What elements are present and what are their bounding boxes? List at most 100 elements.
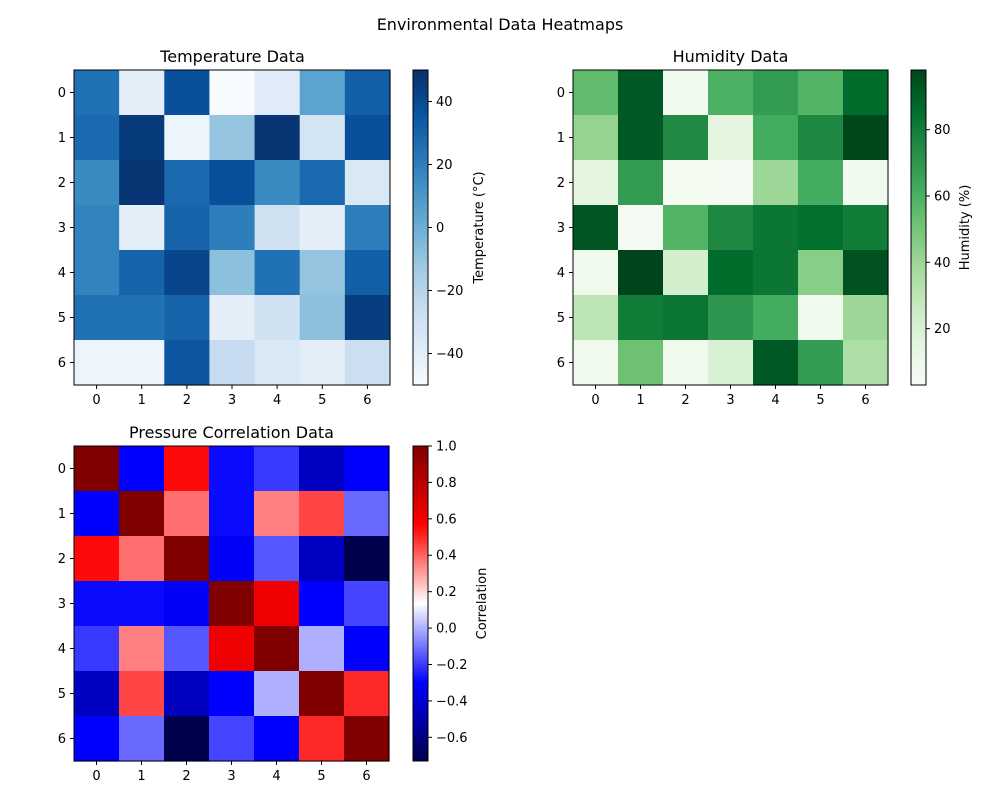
correlation-y-tick-label: 0 — [58, 462, 66, 477]
correlation-cell-r5-c4 — [254, 671, 300, 717]
correlation-cell-r4-c5 — [299, 626, 345, 672]
correlation-cell-r4-c2 — [164, 626, 210, 672]
humidity-cell-r0-c6 — [843, 70, 889, 116]
correlation-cell-r5-c1 — [119, 671, 165, 717]
correlation-cell-r5-c0 — [74, 671, 120, 717]
humidity-cell-r5-c5 — [798, 295, 844, 341]
correlation-cell-r0-c5 — [299, 446, 345, 492]
temperature-cell-r5-c3 — [209, 295, 256, 341]
correlation-cell-r5-c5 — [299, 671, 345, 717]
temperature-y-tick-label: 6 — [58, 356, 66, 371]
temperature-cell-r5-c5 — [299, 295, 346, 341]
humidity-cell-r4-c3 — [708, 250, 754, 296]
temperature-colorbar-tick-label: 20 — [436, 158, 453, 173]
correlation-cell-r5-c6 — [344, 671, 390, 717]
temperature-cell-r0-c5 — [299, 70, 346, 116]
humidity-cell-r5-c4 — [753, 295, 799, 341]
temperature-cell-r5-c1 — [119, 295, 165, 341]
humidity-x-tick-label: 5 — [816, 393, 824, 408]
temperature-cell-r6-c2 — [164, 340, 211, 386]
humidity-cell-r0-c1 — [618, 70, 664, 116]
humidity-heatmap-panel: Humidity Data 0 1 2 3 4 5 6 0 1 2 3 4 5 6 20 40 60 80 H… — [557, 47, 973, 408]
humidity-x-tick-label: 0 — [591, 393, 599, 408]
humidity-x-tick-label: 4 — [771, 393, 779, 408]
humidity-colorbar-tick-label: 40 — [934, 256, 951, 271]
correlation-y-tick-label: 5 — [58, 687, 66, 702]
humidity-heatmap-x-axis: 0 1 2 3 4 5 6 — [591, 385, 870, 408]
correlation-x-tick-label: 2 — [182, 769, 190, 784]
humidity-colorbar-gradient — [910, 69, 927, 386]
correlation-colorbar-label: Correlation — [475, 568, 490, 640]
temperature-cell-r5-c6 — [344, 295, 391, 341]
humidity-x-tick-label: 1 — [636, 393, 644, 408]
temperature-cell-r3-c0 — [74, 205, 120, 251]
correlation-cell-r2-c5 — [299, 536, 345, 582]
correlation-cell-r6-c1 — [119, 716, 165, 762]
correlation-colorbar-tick-label: 0.8 — [436, 476, 457, 491]
temperature-y-tick-label: 5 — [58, 311, 66, 326]
humidity-cell-r0-c3 — [708, 70, 754, 116]
temperature-colorbar-tick-label: −20 — [436, 284, 463, 299]
correlation-cell-r1-c2 — [164, 491, 210, 537]
correlation-cell-r1-c1 — [119, 491, 165, 537]
humidity-cell-r3-c5 — [798, 205, 844, 251]
humidity-colorbar-label: Humidity (%) — [958, 185, 973, 271]
temperature-cell-r2-c0 — [74, 160, 120, 206]
temperature-cell-r4-c0 — [74, 250, 120, 296]
temperature-cell-r1-c1 — [119, 115, 165, 161]
humidity-cell-r6-c0 — [573, 340, 619, 386]
correlation-y-tick-label: 3 — [58, 597, 66, 612]
humidity-cell-r2-c3 — [708, 160, 754, 206]
temperature-x-tick-label: 5 — [318, 393, 326, 408]
humidity-cell-r4-c1 — [618, 250, 664, 296]
temperature-cell-r3-c1 — [119, 205, 165, 251]
temperature-cell-r1-c5 — [299, 115, 346, 161]
correlation-cell-r5-c2 — [164, 671, 210, 717]
temperature-cell-r5-c4 — [254, 295, 301, 341]
temperature-x-tick-label: 2 — [183, 393, 191, 408]
correlation-cell-r0-c3 — [209, 446, 255, 492]
temperature-cell-r1-c3 — [209, 115, 256, 161]
temperature-cell-r3-c6 — [344, 205, 391, 251]
temperature-heatmap-y-axis: 0 1 2 3 4 5 6 — [58, 86, 74, 371]
humidity-cell-r5-c6 — [843, 295, 889, 341]
humidity-cell-r6-c5 — [798, 340, 844, 386]
temperature-cell-r0-c1 — [119, 70, 165, 116]
humidity-cell-r6-c3 — [708, 340, 754, 386]
temperature-cell-r2-c5 — [299, 160, 346, 206]
figure-title: Environmental Data Heatmaps — [377, 15, 624, 34]
correlation-cell-r0-c2 — [164, 446, 210, 492]
correlation-colorbar-tick-label: 0.0 — [436, 622, 457, 637]
correlation-cell-r3-c6 — [344, 581, 390, 627]
temperature-x-tick-label: 4 — [273, 393, 281, 408]
temperature-colorbar: −40 −20 0 20 40 — [412, 69, 463, 386]
humidity-cell-r4-c2 — [663, 250, 709, 296]
temperature-cell-r2-c6 — [344, 160, 391, 206]
humidity-y-tick-label: 0 — [557, 86, 565, 101]
humidity-colorbar-tick-label: 80 — [934, 123, 951, 138]
humidity-cell-r4-c5 — [798, 250, 844, 296]
pressure-correlation-heatmap-y-axis: 0 1 2 3 4 5 6 — [58, 462, 74, 747]
humidity-cell-r3-c6 — [843, 205, 889, 251]
correlation-cell-r6-c3 — [209, 716, 255, 762]
temperature-cell-r0-c6 — [344, 70, 391, 116]
correlation-cell-r5-c3 — [209, 671, 255, 717]
temperature-cell-r2-c3 — [209, 160, 256, 206]
correlation-cell-r3-c0 — [74, 581, 120, 627]
temperature-cell-r3-c2 — [164, 205, 211, 251]
humidity-y-tick-label: 4 — [557, 266, 565, 281]
correlation-cell-r3-c1 — [119, 581, 165, 627]
pressure-correlation-heatmap-panel: Pressure Correlation Data 0 1 2 3 4 5 6 0 1 2 3 4 5… — [58, 423, 490, 784]
humidity-y-tick-label: 1 — [557, 131, 565, 146]
correlation-x-tick-label: 0 — [92, 769, 100, 784]
temperature-cell-r4-c6 — [344, 250, 391, 296]
temperature-cell-r5-c2 — [164, 295, 211, 341]
temperature-colorbar-tick-label: 40 — [436, 95, 453, 110]
temperature-cell-r6-c4 — [254, 340, 301, 386]
correlation-colorbar-tick-label: 1.0 — [436, 440, 457, 455]
correlation-cell-r4-c1 — [119, 626, 165, 672]
correlation-colorbar-gradient — [412, 445, 429, 762]
correlation-cell-r2-c3 — [209, 536, 255, 582]
correlation-colorbar: −0.6 −0.4 −0.2 0.0 0.2 0.4 0.6 0.8 1.0 — [412, 440, 468, 762]
